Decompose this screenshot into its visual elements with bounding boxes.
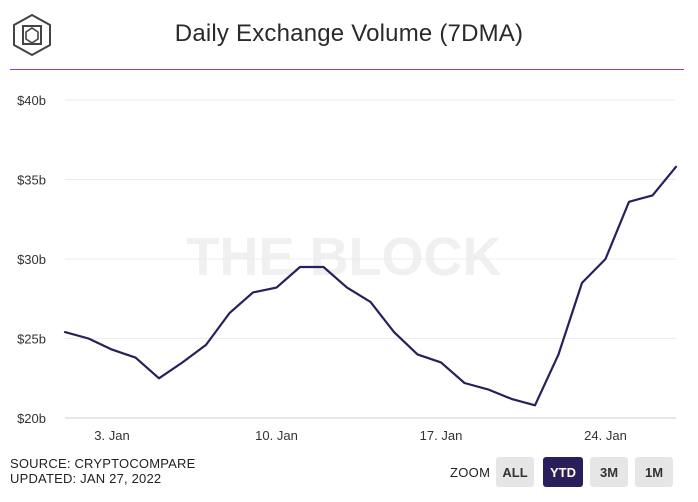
data-point	[110, 347, 115, 352]
data-point	[650, 193, 655, 198]
watermark: THE BLOCK	[187, 227, 502, 287]
data-point	[321, 264, 326, 269]
data-point	[133, 355, 138, 360]
data-point	[603, 257, 608, 262]
data-point	[556, 352, 561, 357]
data-point	[439, 360, 444, 365]
data-point	[462, 381, 467, 386]
x-axis-ticks: 3. Jan 10. Jan 17. Jan 24. Jan	[94, 428, 627, 443]
line-chart: THE BLOCK $20b $25b $30b $35b $40b 3. Jan 10.…	[17, 93, 679, 443]
updated-text: UPDATED: JAN 27, 2022	[10, 471, 162, 486]
y-tick-label: $25b	[17, 332, 46, 347]
zoom-label: ZOOM	[450, 465, 491, 480]
chart-footer: SOURCE: CRYPTOCOMPARE UPDATED: JAN 27, 2…	[10, 456, 196, 486]
series-layer	[63, 164, 679, 408]
zoom-3m-button[interactable]: 3M	[590, 457, 628, 487]
zoom-all-button[interactable]: ALL	[496, 457, 534, 487]
grid-lines	[65, 99, 676, 419]
data-point	[86, 336, 91, 341]
title-divider	[10, 69, 684, 70]
data-point	[180, 360, 185, 365]
x-tick-label: 24. Jan	[584, 428, 627, 443]
y-tick-label: $20b	[17, 411, 46, 426]
data-point	[345, 285, 350, 290]
data-point	[674, 164, 679, 169]
data-point	[509, 396, 514, 401]
data-point	[204, 342, 209, 347]
data-point	[157, 376, 162, 381]
series-line	[63, 165, 678, 407]
source-text: SOURCE: CRYPTOCOMPARE	[10, 456, 196, 471]
y-tick-label: $30b	[17, 252, 46, 267]
zoom-ytd-button[interactable]: YTD	[543, 457, 583, 487]
y-tick-label: $40b	[17, 93, 46, 108]
y-tick-label: $35b	[17, 173, 46, 188]
data-point	[63, 330, 68, 335]
data-point	[274, 285, 279, 290]
data-point	[298, 264, 303, 269]
data-point	[368, 299, 373, 304]
the-block-logo-icon	[13, 13, 51, 57]
data-point	[392, 330, 397, 335]
x-tick-label: 10. Jan	[255, 428, 298, 443]
chart-title: Daily Exchange Volume (7DMA)	[174, 20, 524, 47]
data-point	[627, 199, 632, 204]
y-axis-ticks: $20b $25b $30b $35b $40b	[17, 93, 46, 426]
zoom-1m-button[interactable]: 1M	[635, 457, 673, 487]
data-point	[486, 387, 491, 392]
data-point	[251, 290, 256, 295]
data-point	[227, 311, 232, 316]
data-point	[415, 352, 420, 357]
data-point	[580, 280, 585, 285]
data-point	[533, 403, 538, 408]
x-tick-label: 3. Jan	[94, 428, 129, 443]
x-tick-label: 17. Jan	[420, 428, 463, 443]
